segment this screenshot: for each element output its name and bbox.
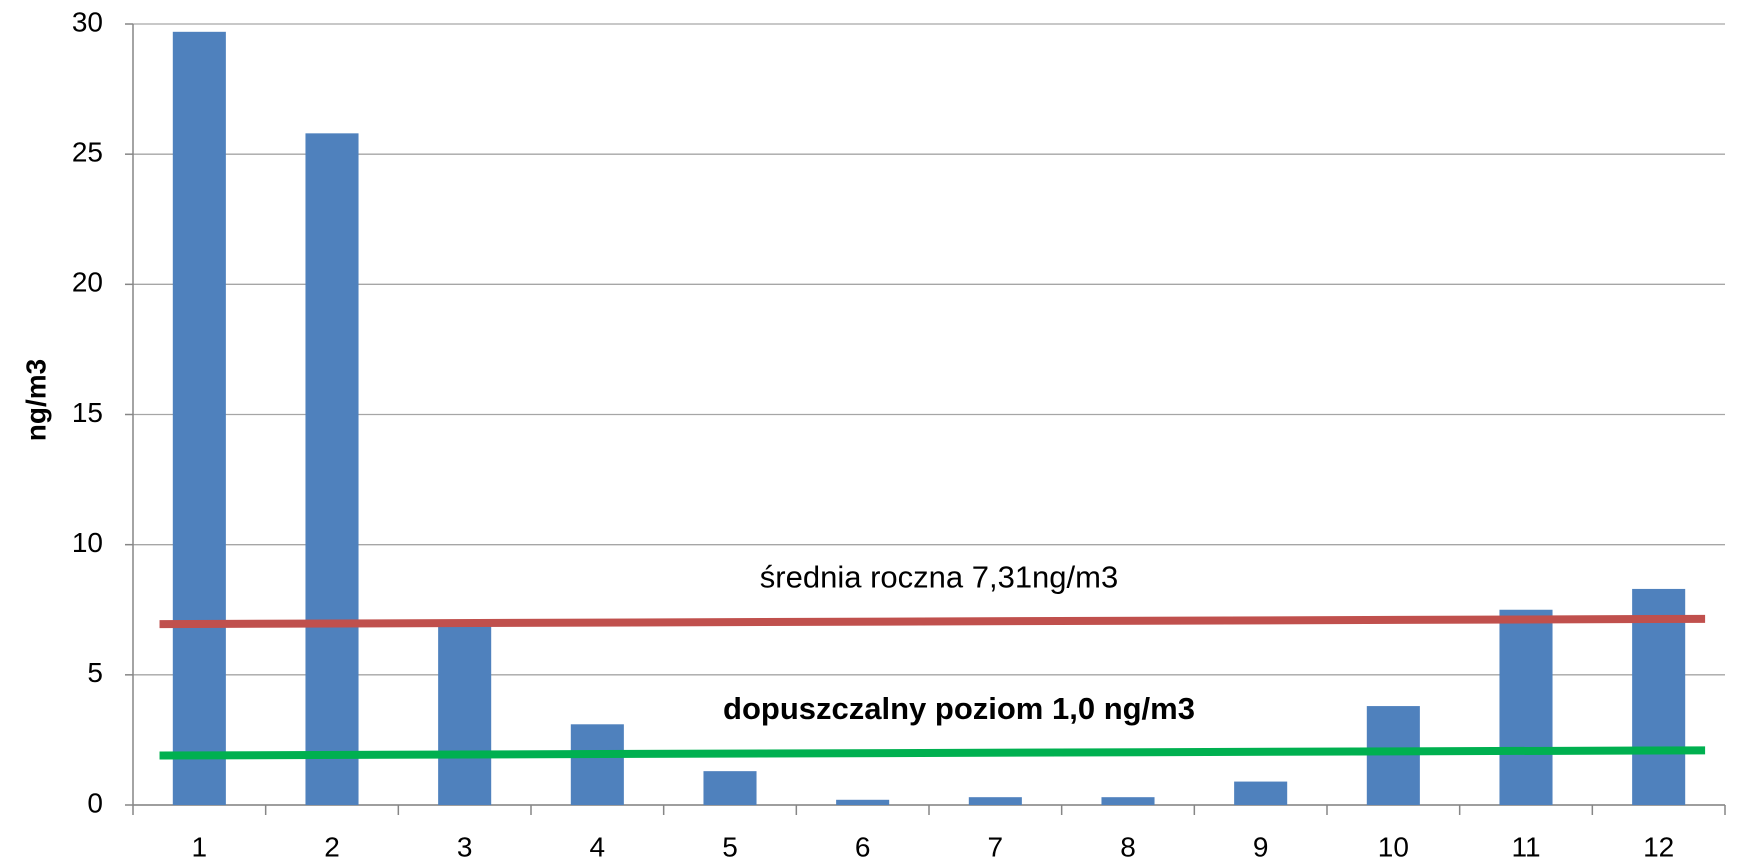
x-tick-label: 11: [1511, 831, 1540, 862]
reference-label: dopuszczalny poziom 1,0 ng/m3: [723, 691, 1195, 726]
bar: [968, 797, 1022, 805]
y-tick-label: 25: [72, 137, 103, 168]
x-tick-label: 9: [1253, 831, 1269, 862]
y-tick-label: 30: [72, 6, 103, 37]
x-tick-label: 6: [855, 831, 871, 862]
x-tick-label: 7: [988, 831, 1004, 862]
bar: [836, 799, 890, 805]
bar: [1366, 706, 1420, 805]
x-tick-label: 8: [1120, 831, 1136, 862]
bar: [1632, 588, 1686, 805]
x-tick-label: 4: [590, 831, 606, 862]
bar: [305, 133, 359, 806]
bar: [1101, 797, 1155, 805]
x-tick-label: 1: [192, 831, 208, 862]
y-axis-label: ng/m3: [20, 359, 51, 441]
reference-label: średnia roczna 7,31ng/m3: [760, 560, 1118, 595]
bar: [570, 724, 624, 805]
y-tick-label: 15: [72, 397, 103, 428]
y-tick-label: 10: [72, 527, 103, 558]
y-tick-label: 20: [72, 267, 103, 298]
bar: [1234, 781, 1288, 805]
x-tick-label: 5: [722, 831, 738, 862]
y-tick-label: 0: [87, 787, 103, 818]
x-tick-label: 10: [1378, 831, 1409, 862]
bar: [1499, 609, 1553, 805]
bar: [438, 625, 492, 805]
x-tick-label: 3: [457, 831, 473, 862]
x-tick-label: 2: [324, 831, 340, 862]
reference-line: [159, 614, 1706, 629]
reference-line: [159, 746, 1706, 760]
y-tick-label: 5: [87, 657, 103, 688]
x-tick-label: 12: [1643, 831, 1674, 862]
bar: [172, 31, 226, 806]
bar: [703, 771, 757, 805]
